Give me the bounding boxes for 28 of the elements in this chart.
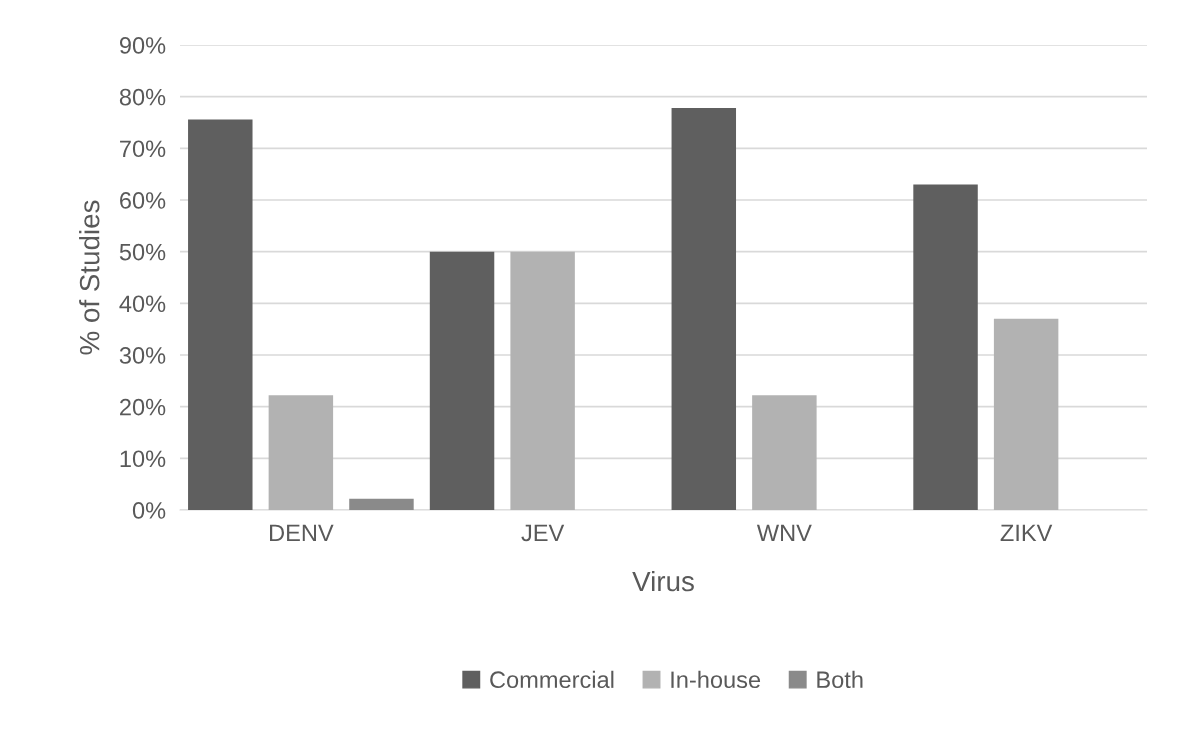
bar [752,395,817,510]
legend-label: In-house [671,670,761,689]
y-tick-label: 60% [120,192,166,209]
y-axis-title: % of Studies [79,200,100,355]
bar [268,395,334,510]
bar [510,251,575,510]
x-axis-title: Virus [632,570,694,592]
bar [188,119,253,510]
y-tick-label: 0% [132,502,166,519]
y-tick-label: 10% [120,450,166,468]
x-tick-label: JEV [521,524,565,542]
y-tick-label: 70% [120,140,166,158]
x-tick-label: DENV [270,524,334,541]
y-tick-label: 90% [119,37,166,54]
y-tick-label: 50% [119,243,166,261]
y-tick-label: 40% [119,295,166,313]
y-tick-label: 30% [119,347,166,364]
x-tick-label: ZIKV [1000,524,1053,541]
bar [429,251,495,510]
x-tick-label: WNV [756,524,812,541]
legend-label: Both [817,670,863,689]
bar [349,498,414,510]
legend-label: Commercial [490,670,614,689]
bar [993,318,1059,510]
y-tick-label: 20% [120,398,166,416]
y-tick-label: 80% [119,88,166,106]
bar [671,108,737,510]
bar [913,184,978,510]
